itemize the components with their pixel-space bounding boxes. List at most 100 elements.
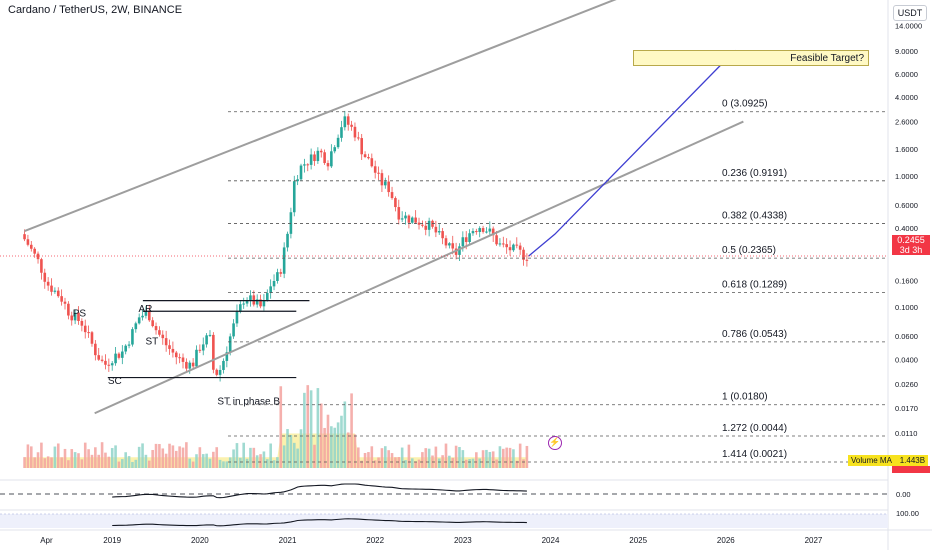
volume-bar bbox=[417, 459, 421, 468]
volume-bar bbox=[373, 460, 377, 468]
volume-bar bbox=[414, 461, 417, 468]
volume-bar bbox=[46, 456, 50, 468]
volume-bar bbox=[242, 442, 245, 468]
candle-body bbox=[437, 231, 441, 233]
volume-bar bbox=[43, 458, 47, 468]
candle-body bbox=[269, 286, 272, 294]
candle-body bbox=[43, 272, 47, 282]
candle-body bbox=[110, 363, 114, 366]
candle-body bbox=[346, 116, 350, 125]
candle-body bbox=[171, 348, 175, 353]
lightning-icon[interactable]: ⚡ bbox=[548, 436, 562, 450]
candle-body bbox=[225, 352, 229, 361]
volume-bar bbox=[292, 442, 296, 468]
x-tick-label: 2021 bbox=[279, 536, 297, 545]
y-tick-label: 0.1600 bbox=[895, 276, 918, 285]
volume-bar bbox=[127, 456, 131, 468]
volume-bar bbox=[427, 448, 431, 468]
volume-bar bbox=[397, 457, 401, 468]
candle-body bbox=[394, 198, 397, 208]
fib-level-label: 0.786 (0.0543) bbox=[722, 329, 787, 340]
candle-body bbox=[232, 323, 235, 337]
candle-body bbox=[107, 364, 111, 366]
currency-button[interactable]: USDT bbox=[893, 5, 927, 21]
current-price-value: 0.2455 bbox=[897, 235, 925, 245]
osc2-axis-label: 100.00 bbox=[896, 509, 919, 518]
candle-body bbox=[201, 344, 205, 351]
candle-body bbox=[427, 220, 431, 230]
candle-body bbox=[390, 192, 394, 199]
volume-bar bbox=[212, 451, 215, 468]
candle-body bbox=[249, 295, 252, 301]
volume-bar bbox=[502, 448, 505, 468]
candle-body bbox=[50, 285, 53, 292]
volume-bar bbox=[100, 442, 104, 468]
osc1-axis-label: 0.00 bbox=[896, 490, 911, 499]
candle-body bbox=[36, 253, 40, 260]
volume-bar bbox=[269, 443, 272, 468]
volume-bar bbox=[491, 451, 495, 468]
volume-bar bbox=[239, 457, 242, 468]
volume-bar bbox=[161, 448, 165, 468]
volume-bar bbox=[360, 460, 364, 468]
candle-body bbox=[525, 259, 529, 261]
volume-bar bbox=[289, 435, 293, 468]
volume-bar bbox=[50, 457, 53, 468]
volume-ma-label: Volume MA bbox=[851, 456, 892, 465]
volume-bar bbox=[225, 461, 229, 468]
candle-body bbox=[522, 249, 525, 260]
candle-body bbox=[228, 336, 232, 353]
volume-bar bbox=[107, 456, 111, 468]
candle-body bbox=[306, 164, 310, 166]
y-tick-label: 0.4000 bbox=[895, 224, 918, 233]
volume-bar bbox=[454, 445, 458, 468]
volume-bar bbox=[265, 459, 269, 468]
volume-bar bbox=[309, 390, 313, 468]
volume-bar bbox=[218, 459, 222, 468]
volume-bar bbox=[313, 444, 316, 468]
volume-bar bbox=[481, 450, 485, 468]
fib-level-label: 0 (3.0925) bbox=[722, 99, 768, 110]
volume-red-badge bbox=[892, 466, 930, 473]
candle-body bbox=[309, 154, 313, 165]
candle-body bbox=[104, 360, 107, 365]
candle-body bbox=[97, 355, 101, 360]
volume-bar bbox=[36, 452, 40, 468]
candle-body bbox=[292, 181, 296, 213]
volume-bar bbox=[340, 415, 343, 468]
volume-bar bbox=[249, 447, 252, 468]
candle-body bbox=[144, 311, 148, 316]
y-tick-label: 2.6000 bbox=[895, 118, 918, 127]
wyckoff-label: SC bbox=[108, 376, 122, 387]
candle-body bbox=[505, 244, 508, 248]
candle-body bbox=[114, 353, 117, 364]
volume-bar bbox=[488, 451, 492, 468]
volume-bar bbox=[215, 447, 219, 468]
volume-bar bbox=[485, 449, 488, 468]
volume-bar bbox=[306, 385, 310, 468]
candle-body bbox=[397, 207, 401, 220]
volume-bar bbox=[441, 455, 444, 468]
candle-body bbox=[424, 225, 428, 230]
fib-level-label: 1.272 (0.0044) bbox=[722, 423, 787, 434]
candle-body bbox=[410, 217, 414, 223]
candle-body bbox=[296, 179, 299, 182]
candle-body bbox=[417, 222, 421, 225]
y-tick-label: 0.0260 bbox=[895, 380, 918, 389]
volume-bar bbox=[410, 458, 414, 468]
fib-level-label: 0.618 (0.1289) bbox=[722, 280, 787, 291]
candle-body bbox=[205, 335, 208, 345]
volume-bar bbox=[158, 444, 161, 468]
candle-body bbox=[168, 345, 171, 349]
volume-bar bbox=[208, 458, 212, 468]
volume-bar bbox=[201, 454, 205, 468]
volume-bar bbox=[353, 434, 357, 468]
candle-body bbox=[495, 235, 498, 245]
y-tick-label: 0.0110 bbox=[895, 429, 917, 438]
candle-body bbox=[380, 173, 384, 186]
x-tick-label: 2025 bbox=[629, 536, 647, 545]
candle-body bbox=[222, 360, 225, 370]
candle-body bbox=[191, 362, 195, 367]
wyckoff-label: PS bbox=[73, 308, 87, 319]
